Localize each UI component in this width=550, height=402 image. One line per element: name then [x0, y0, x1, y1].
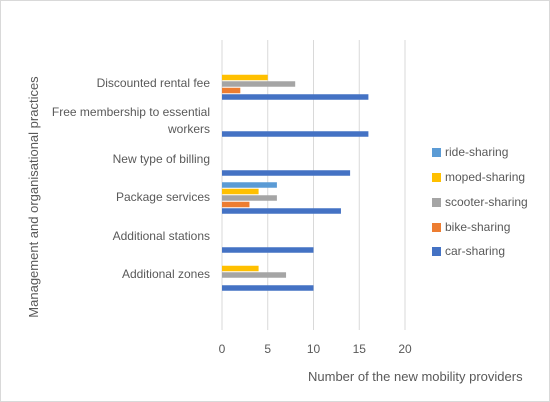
bar-bike-sharing-3 — [222, 201, 250, 208]
bar-car-sharing-1 — [222, 131, 369, 137]
x-tick-label: 20 — [398, 342, 412, 356]
legend-label-car-sharing: car-sharing — [445, 244, 505, 258]
bar-car-sharing-4 — [222, 247, 314, 253]
legend-swatch-moped-sharing — [432, 173, 441, 182]
legend-label-bike-sharing: bike-sharing — [445, 220, 510, 234]
bar-car-sharing-3 — [222, 208, 341, 214]
bar-moped-sharing-5 — [222, 265, 259, 272]
x-axis-label: Number of the new mobility providers — [308, 369, 523, 384]
bar-scooter-sharing-0 — [222, 81, 296, 87]
bar-scooter-sharing-3 — [222, 195, 277, 201]
x-tick-label: 10 — [307, 342, 321, 356]
x-tick-label: 0 — [219, 342, 226, 356]
bar-ride-sharing-3 — [222, 182, 277, 188]
legend-swatch-car-sharing — [432, 247, 441, 256]
y-axis-label: Management and organisational practices — [26, 76, 41, 318]
category-label: Additional stations — [113, 229, 210, 243]
x-tick-labels: 0 5 10 15 20 — [219, 342, 412, 356]
x-tick-label: 5 — [264, 342, 271, 356]
bar-scooter-sharing-5 — [222, 272, 287, 278]
legend: ride-sharing moped-sharing scooter-sharing… — [432, 145, 528, 258]
bar-moped-sharing-3 — [222, 188, 259, 195]
bar-bike-sharing-0 — [222, 87, 241, 94]
bars — [222, 74, 369, 291]
legend-swatch-ride-sharing — [432, 148, 441, 157]
category-label: Discounted rental fee — [97, 76, 211, 90]
bar-moped-sharing-0 — [222, 74, 268, 81]
legend-swatch-scooter-sharing — [432, 198, 441, 207]
legend-label-moped-sharing: moped-sharing — [445, 170, 525, 184]
category-label: New type of billing — [113, 152, 210, 166]
legend-label-scooter-sharing: scooter-sharing — [445, 195, 528, 209]
legend-label-ride-sharing: ride-sharing — [445, 145, 508, 159]
bar-car-sharing-5 — [222, 285, 314, 291]
category-label: Package services — [116, 190, 210, 204]
category-label: workers — [167, 122, 210, 136]
category-label: Free membership to essential — [52, 105, 210, 119]
category-labels: Discounted rental fee Free membership to … — [52, 76, 210, 281]
bar-car-sharing-0 — [222, 94, 369, 100]
legend-swatch-bike-sharing — [432, 223, 441, 232]
category-label: Additional zones — [122, 267, 210, 281]
bar-car-sharing-2 — [222, 170, 351, 176]
x-tick-label: 15 — [353, 342, 367, 356]
